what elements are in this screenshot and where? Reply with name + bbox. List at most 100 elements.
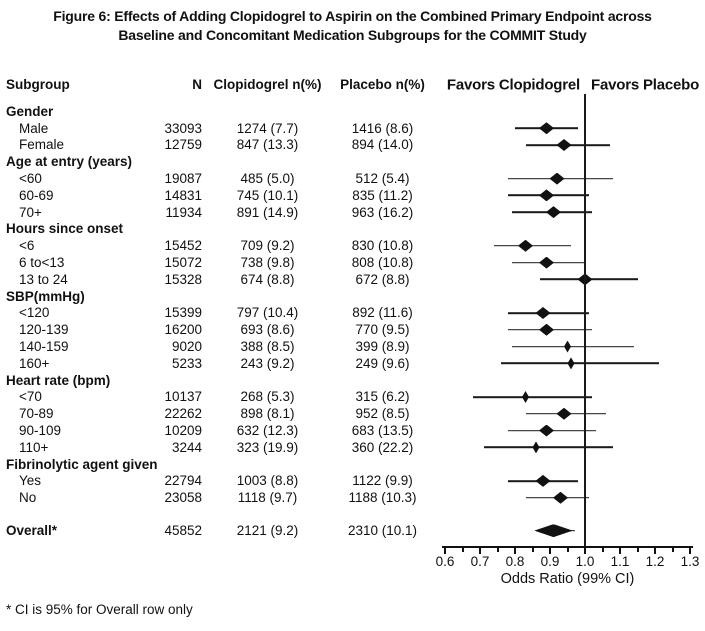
subgroup-row: Male 33093 1274 (7.7) 1416 (8.6) bbox=[0, 120, 705, 137]
n-value: 3244 bbox=[171, 439, 202, 455]
placebo-value: 1122 (9.9) bbox=[352, 473, 413, 489]
axis-minor-tick bbox=[636, 548, 639, 553]
odds-ratio-diamond bbox=[522, 390, 529, 403]
subgroup-row: 70+ 11934 891 (14.9) 963 (16.2) bbox=[0, 204, 705, 221]
n-value: 22262 bbox=[164, 406, 202, 422]
placebo-value: 683 (13.5) bbox=[351, 423, 414, 439]
clopidogrel-value: 1118 (9.7) bbox=[237, 490, 298, 506]
axis-tick-label: 0.8 bbox=[505, 554, 525, 570]
group-header-row: Hours since onset bbox=[0, 221, 705, 238]
plot-cell bbox=[445, 288, 690, 305]
figure-title-line1: Figure 6: Effects of Adding Clopidogrel … bbox=[53, 8, 652, 24]
odds-ratio-diamond bbox=[556, 407, 572, 420]
clopidogrel-value: 891 (14.9) bbox=[236, 204, 299, 220]
subgroup-row: No 23058 1118 (9.7) 1188 (10.3) bbox=[0, 489, 705, 506]
axis-major-tick bbox=[689, 548, 691, 555]
group-header-row: Age at entry (years) bbox=[0, 153, 705, 170]
placebo-value: 952 (8.5) bbox=[355, 406, 410, 422]
placebo-value: 835 (11.2) bbox=[352, 187, 413, 203]
n-value: 15072 bbox=[164, 255, 202, 271]
clopidogrel-value: 745 (10.1) bbox=[236, 187, 299, 203]
subgroup-label: Fibrinolytic agent given bbox=[6, 456, 158, 472]
x-axis-title: Odds Ratio (99% CI) bbox=[500, 571, 635, 588]
subgroup-label: 70-89 bbox=[19, 406, 54, 422]
n-column-header: N bbox=[192, 77, 202, 92]
axis-minor-tick bbox=[601, 548, 604, 553]
plot-cell bbox=[445, 237, 690, 254]
axis-tick-label: 0.9 bbox=[540, 554, 560, 570]
ci-line bbox=[483, 446, 613, 449]
group-header-row: Heart rate (bpm) bbox=[0, 372, 705, 389]
placebo-value: 1188 (10.3) bbox=[348, 490, 417, 506]
subgroup-label: No bbox=[19, 490, 37, 506]
plot-cell bbox=[445, 103, 690, 120]
subgroup-row: 110+ 3244 323 (19.9) 360 (22.2) bbox=[0, 439, 705, 456]
clopidogrel-value: 268 (5.3) bbox=[240, 389, 295, 405]
subgroup-label: 140-159 bbox=[19, 339, 69, 355]
subgroup-column-header: Subgroup bbox=[6, 77, 70, 92]
axis-major-tick bbox=[584, 548, 586, 555]
odds-ratio-diamond bbox=[539, 424, 554, 437]
n-value: 23058 bbox=[164, 490, 202, 506]
n-value: 9020 bbox=[171, 339, 202, 355]
n-value: 22794 bbox=[164, 473, 202, 489]
subgroup-label: Hours since onset bbox=[6, 221, 124, 237]
subgroup-label: Age at entry (years) bbox=[6, 154, 133, 170]
placebo-value: 512 (5.4) bbox=[355, 171, 410, 187]
clopidogrel-value: 485 (5.0) bbox=[240, 171, 295, 187]
odds-ratio-diamond bbox=[539, 323, 554, 336]
odds-ratio-diamond bbox=[556, 138, 572, 151]
ci-line bbox=[473, 396, 592, 398]
subgroup-row: Yes 22794 1003 (8.8) 1122 (9.9) bbox=[0, 473, 705, 490]
subgroup-label: <120 bbox=[19, 305, 50, 321]
subgroup-label: 60-69 bbox=[19, 187, 54, 203]
placebo-value: 894 (14.0) bbox=[351, 137, 414, 153]
odds-ratio-diamond bbox=[564, 340, 571, 353]
placebo-value: 963 (16.2) bbox=[351, 204, 414, 220]
n-value: 45852 bbox=[164, 523, 202, 539]
n-value: 10137 bbox=[164, 389, 202, 405]
plot-cell bbox=[445, 187, 690, 204]
subgroup-row: 13 to 24 15328 674 (8.8) 672 (8.8) bbox=[0, 271, 705, 288]
axis-major-tick bbox=[444, 548, 446, 555]
n-value: 33093 bbox=[164, 120, 202, 136]
clopidogrel-column-header: Clopidogrel n(%) bbox=[213, 77, 322, 92]
clopidogrel-value: 674 (8.8) bbox=[240, 271, 295, 287]
column-header-row: Subgroup N Clopidogrel n(%) Placebo n(%)… bbox=[0, 76, 705, 93]
placebo-value: 808 (10.8) bbox=[351, 255, 414, 271]
axis-tick-label: 0.7 bbox=[470, 554, 490, 570]
plot-cell bbox=[445, 439, 690, 456]
axis-tick-label: 1.3 bbox=[680, 554, 700, 570]
axis-major-tick bbox=[479, 548, 481, 555]
ci-line bbox=[501, 362, 659, 365]
table-rows: Gender Male 33093 1274 (7.7) 1416 (8.6) Femal… bbox=[0, 103, 705, 506]
figure-title-line2: Baseline and Concomitant Medication Subg… bbox=[118, 27, 587, 43]
n-value: 16200 bbox=[164, 322, 202, 338]
n-value: 15452 bbox=[164, 238, 202, 254]
clopidogrel-value: 323 (19.9) bbox=[236, 439, 299, 455]
subgroup-row: Female 12759 847 (13.3) 894 (14.0) bbox=[0, 137, 705, 154]
plot-cell bbox=[445, 305, 690, 322]
placebo-value: 672 (8.8) bbox=[355, 271, 410, 287]
clopidogrel-value: 632 (12.3) bbox=[236, 423, 299, 439]
odds-ratio-diamond bbox=[535, 306, 551, 319]
plot-cell bbox=[445, 422, 690, 439]
axis-major-tick bbox=[514, 548, 516, 555]
axis-minor-tick bbox=[671, 548, 674, 553]
subgroup-label: 70+ bbox=[19, 204, 42, 220]
subgroup-label: Yes bbox=[19, 473, 42, 489]
subgroup-label: Female bbox=[19, 137, 65, 153]
placebo-value: 360 (22.2) bbox=[351, 439, 414, 455]
subgroup-label: 6 to<13 bbox=[19, 255, 65, 271]
subgroup-row: 70-89 22262 898 (8.1) 952 (8.5) bbox=[0, 405, 705, 422]
n-value: 10209 bbox=[164, 423, 202, 439]
placebo-value: 1416 (8.6) bbox=[351, 120, 414, 136]
plot-cell bbox=[445, 321, 690, 338]
odds-ratio-diamond bbox=[518, 239, 533, 252]
subgroup-label: 120-139 bbox=[19, 322, 69, 338]
plot-cell bbox=[445, 405, 690, 422]
odds-ratio-diamond bbox=[567, 357, 575, 370]
plot-cell bbox=[445, 153, 690, 170]
plot-cell bbox=[445, 473, 690, 490]
placebo-value: 2310 (10.1) bbox=[347, 523, 418, 539]
